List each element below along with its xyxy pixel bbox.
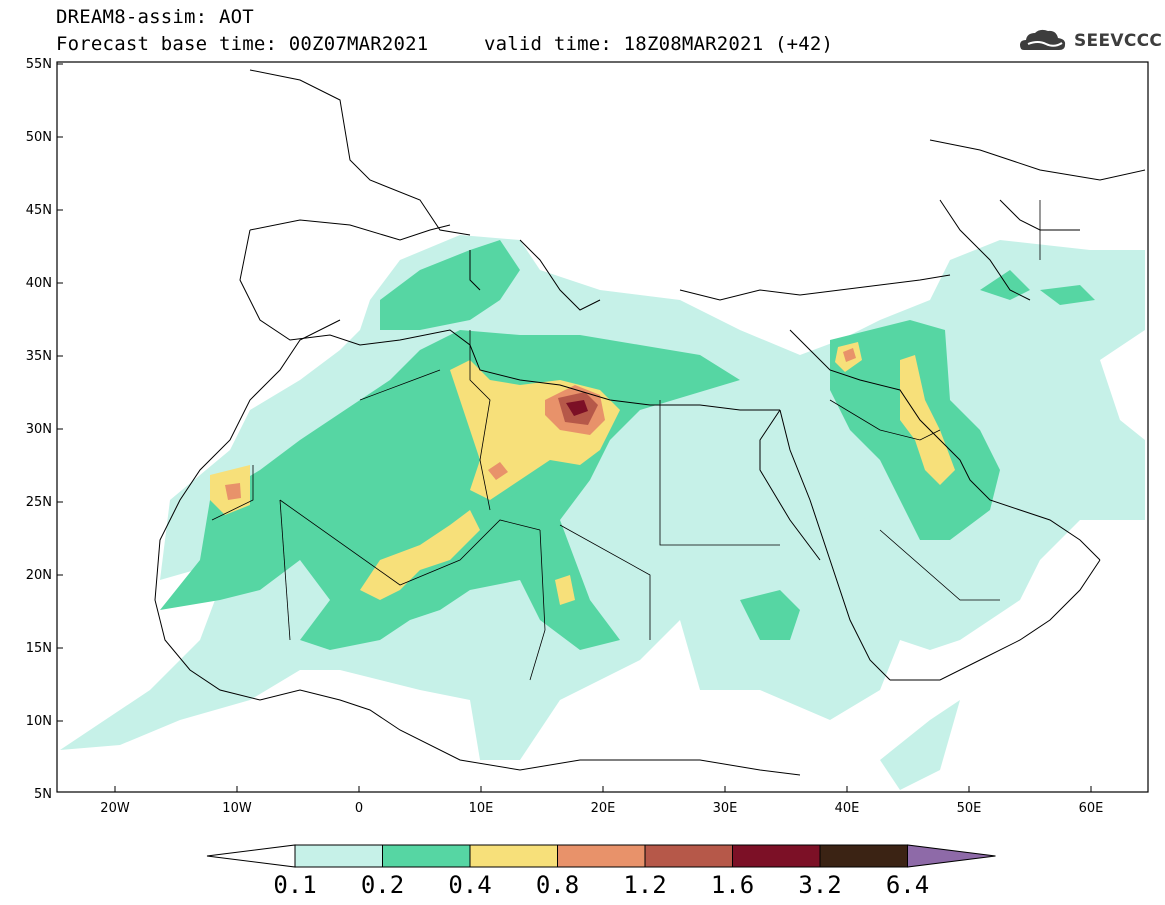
colorbar-label: 1.6 xyxy=(711,871,754,899)
lon-label-40e: 40E xyxy=(835,801,860,816)
logo-text: SEEVCCC xyxy=(1074,31,1163,51)
colorbar-label: 0.8 xyxy=(536,871,579,899)
lon-label-30e: 30E xyxy=(713,801,738,816)
colorbar-label: 1.2 xyxy=(623,871,666,899)
ticks xyxy=(57,63,1092,792)
colorbar-box xyxy=(557,844,646,868)
lon-label-20w: 20W xyxy=(100,801,130,816)
lat-label-55n: 55N xyxy=(26,57,52,72)
colorbar: 0.1 0.2 0.4 0.8 1.2 1.6 3.2 6.4 xyxy=(206,844,996,899)
lat-label-15n: 15N xyxy=(26,641,52,656)
colorbar-box xyxy=(819,844,908,868)
colorbar-label: 0.1 xyxy=(273,871,316,899)
lon-label-60e: 60E xyxy=(1079,801,1104,816)
model-title: DREAM8-assim: AOT xyxy=(56,6,254,28)
lat-label-20n: 20N xyxy=(26,568,52,583)
colorbar-box xyxy=(469,844,558,868)
lon-label-10e: 10E xyxy=(469,801,494,816)
colorbar-label: 0.4 xyxy=(448,871,491,899)
lat-labels: 55N 50N 45N 40N 35N 30N 25N 20N 15N 10N … xyxy=(26,57,52,802)
cloud-icon xyxy=(1020,29,1066,50)
colorbar-box xyxy=(644,844,733,868)
lat-label-35n: 35N xyxy=(26,349,52,364)
colorbar-left-triangle xyxy=(206,844,296,868)
colorbar-label: 3.2 xyxy=(798,871,841,899)
colorbar-box xyxy=(382,844,471,868)
aot-field xyxy=(60,235,1145,790)
lat-label-45n: 45N xyxy=(26,203,52,218)
lat-label-5n: 5N xyxy=(34,787,52,802)
valid-time: valid time: 18Z08MAR2021 (+42) xyxy=(484,33,834,55)
colorbar-box xyxy=(294,844,383,868)
lat-label-30n: 30N xyxy=(26,422,52,437)
colorbar-right-triangle xyxy=(907,844,996,868)
lat-label-10n: 10N xyxy=(26,714,52,729)
lon-label-10w: 10W xyxy=(222,801,252,816)
lon-label-0: 0 xyxy=(355,801,363,816)
lat-label-50n: 50N xyxy=(26,130,52,145)
lat-label-40n: 40N xyxy=(26,276,52,291)
colorbar-box xyxy=(732,844,821,868)
forecast-base-time: Forecast base time: 00Z07MAR2021 xyxy=(56,33,429,55)
colorbar-label: 6.4 xyxy=(886,871,929,899)
lat-label-25n: 25N xyxy=(26,495,52,510)
lon-label-20e: 20E xyxy=(591,801,616,816)
lon-label-50e: 50E xyxy=(957,801,982,816)
lon-labels: 20W 10W 0 10E 20E 30E 40E 50E 60E xyxy=(100,801,1103,816)
colorbar-label: 0.2 xyxy=(361,871,404,899)
borders xyxy=(211,200,1041,681)
